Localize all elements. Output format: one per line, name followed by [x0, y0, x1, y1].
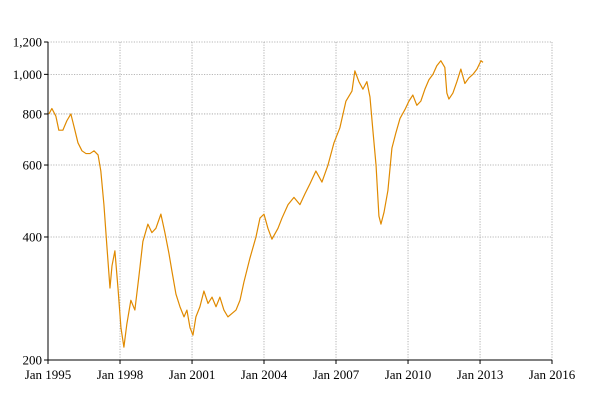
- x-tick-label: Jan 2007: [313, 367, 360, 382]
- x-tick-label: Jan 2001: [169, 367, 216, 382]
- x-tick-label: Jan 2016: [529, 367, 576, 382]
- x-tick-label: Jan 2004: [241, 367, 288, 382]
- y-tick-label: 600: [23, 158, 43, 173]
- y-tick-label: 400: [23, 229, 43, 244]
- x-tick-label: Jan 2013: [457, 367, 504, 382]
- x-tick-label: Jan 1998: [97, 367, 144, 382]
- y-tick-label: 1,000: [13, 67, 42, 82]
- y-tick-label: 1,200: [13, 35, 42, 50]
- series-line: [48, 60, 484, 348]
- y-tick-label: 800: [23, 106, 43, 121]
- y-tick-label: 200: [23, 353, 43, 368]
- x-tick-label: Jan 1995: [25, 367, 72, 382]
- x-tick-label: Jan 2010: [385, 367, 432, 382]
